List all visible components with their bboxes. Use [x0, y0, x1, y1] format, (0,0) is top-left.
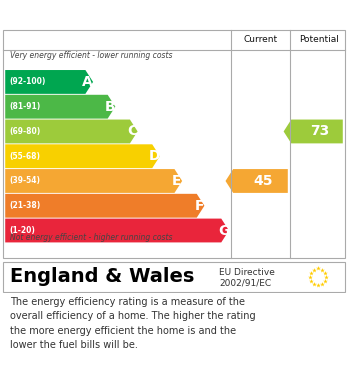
Text: E: E	[172, 174, 182, 188]
Text: 73: 73	[310, 124, 330, 138]
Polygon shape	[5, 120, 137, 143]
Polygon shape	[5, 144, 160, 168]
Text: Very energy efficient - lower running costs: Very energy efficient - lower running co…	[10, 51, 173, 61]
Text: England & Wales: England & Wales	[10, 267, 195, 286]
Text: F: F	[194, 199, 204, 213]
Text: C: C	[127, 124, 137, 138]
Text: Not energy efficient - higher running costs: Not energy efficient - higher running co…	[10, 233, 173, 242]
Text: A: A	[82, 75, 93, 89]
Polygon shape	[226, 169, 288, 193]
Text: 45: 45	[253, 174, 273, 188]
Text: EU Directive: EU Directive	[219, 267, 275, 276]
Polygon shape	[284, 120, 343, 143]
Text: (69-80): (69-80)	[9, 127, 41, 136]
Text: (92-100): (92-100)	[9, 77, 46, 86]
Text: G: G	[218, 224, 229, 237]
Text: Energy Efficiency Rating: Energy Efficiency Rating	[10, 7, 213, 22]
Text: (55-68): (55-68)	[9, 152, 40, 161]
Text: 2002/91/EC: 2002/91/EC	[219, 278, 271, 287]
Text: (1-20): (1-20)	[9, 226, 35, 235]
Polygon shape	[5, 95, 115, 118]
Polygon shape	[5, 194, 204, 218]
Text: The energy efficiency rating is a measure of the
overall efficiency of a home. T: The energy efficiency rating is a measur…	[10, 297, 256, 350]
Text: D: D	[149, 149, 160, 163]
Text: Potential: Potential	[299, 35, 339, 44]
Text: Current: Current	[243, 35, 278, 44]
Polygon shape	[5, 169, 182, 193]
Text: (39-54): (39-54)	[9, 176, 40, 185]
Text: (81-91): (81-91)	[9, 102, 41, 111]
Text: (21-38): (21-38)	[9, 201, 41, 210]
Polygon shape	[5, 70, 93, 94]
Polygon shape	[5, 219, 229, 242]
Text: B: B	[105, 100, 115, 114]
